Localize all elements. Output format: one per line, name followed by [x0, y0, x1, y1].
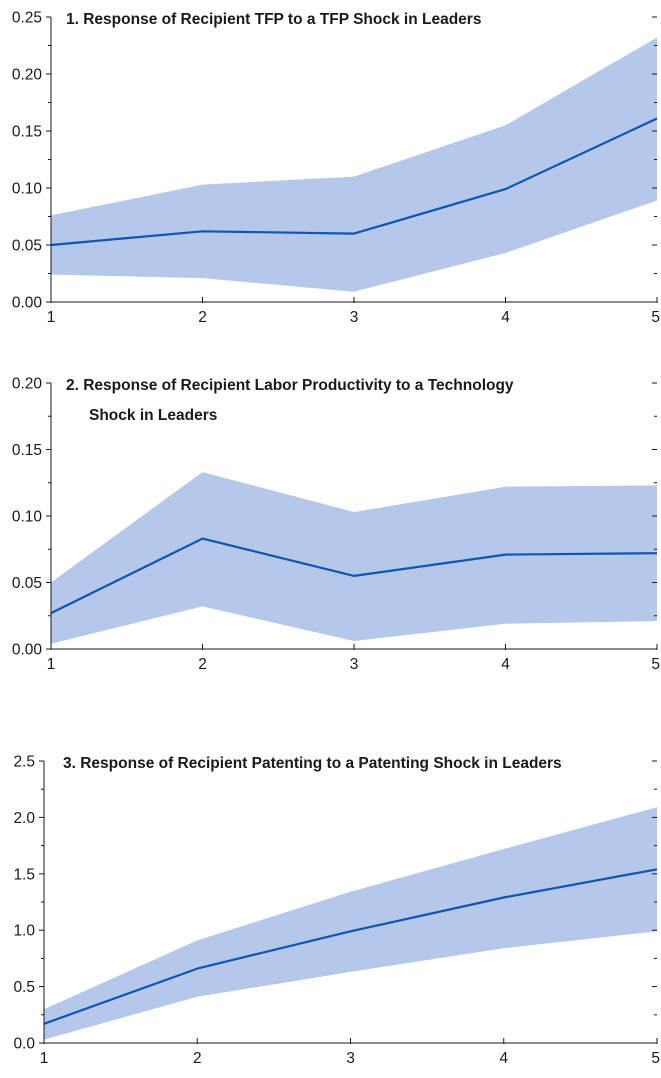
panel-3-y-tick-label: 2.5 — [13, 754, 35, 771]
panel-2-x-tick-label: 2 — [198, 656, 207, 673]
panel-3-y-tick-label: 1.0 — [13, 923, 35, 940]
panel-3-y-tick-label: 0.0 — [13, 1036, 35, 1053]
panel-1-y-tick-label: 0.25 — [12, 10, 42, 27]
panel-1-x-tick-label: 4 — [501, 309, 510, 326]
panel-2-x-tick-label: 5 — [651, 656, 660, 673]
panel-3-y-tick-label: 1.5 — [13, 866, 35, 883]
panel-2-y-tick-label: 0.15 — [12, 442, 42, 459]
panel-3-confidence-band — [44, 807, 657, 1040]
panel-2-title-line-2: Shock in Leaders — [89, 407, 217, 424]
panel-1: 0.00 0.05 0.10 0.15 0.20 0.25 1 2 3 4 5 1. Response… — [12, 10, 660, 327]
panel-1-y-tick-label: 0.10 — [12, 181, 43, 198]
panel-2-y-tick-label: 0.05 — [12, 575, 42, 592]
panel-3-x-tick-label: 2 — [193, 1050, 202, 1067]
panel-2-x-tick-label: 4 — [501, 656, 510, 673]
panel-1-x-tick-label: 2 — [198, 309, 207, 326]
panel-3-x-tick-label: 1 — [40, 1050, 49, 1067]
panel-1-response-line — [50, 117, 658, 247]
panel-1-x-tick-label: 1 — [47, 309, 56, 326]
panel-3-title-line-1: 3. Response of Recipient Patenting to a … — [63, 755, 562, 772]
panel-3-response-line — [43, 868, 658, 1025]
panel-1-title-line-1: 1. Response of Recipient TFP to a TFP Sh… — [66, 11, 481, 28]
panel-2-y-tick-label: 0.20 — [12, 376, 43, 393]
panel-2-confidence-band — [51, 472, 657, 644]
panel-3: 0.0 0.5 1.0 1.5 2.0 2.5 1 2 3 4 5 3. Response of Re… — [13, 754, 660, 1068]
panel-1-x-tick-label: 3 — [350, 309, 359, 326]
panel-3-x-tick-label: 3 — [346, 1050, 355, 1067]
panel-1-x-tick-label: 5 — [651, 309, 660, 326]
panel-1-y-tick-label: 0.15 — [12, 124, 42, 141]
panel-2-response-line — [50, 537, 658, 615]
panel-3-x-tick-label: 4 — [499, 1050, 508, 1067]
panel-3-y-tick-label: 0.5 — [13, 979, 35, 996]
panel-1-y-tick-label: 0.20 — [12, 67, 43, 84]
panel-2-x-tick-label: 1 — [47, 656, 56, 673]
panel-2-title-line-1: 2. Response of Recipient Labor Productiv… — [66, 377, 514, 394]
panel-1-y-tick-label: 0.00 — [12, 295, 43, 312]
panel-2-y-tick-label: 0.10 — [12, 509, 43, 526]
panel-3-x-tick-label: 5 — [651, 1050, 660, 1067]
panel-1-confidence-band — [51, 37, 657, 292]
panel-2: 0.00 0.05 0.10 0.15 0.20 1 2 3 4 5 2. Response of … — [12, 376, 660, 674]
panel-1-y-tick-label: 0.05 — [12, 238, 42, 255]
panel-2-y-tick-label: 0.00 — [12, 642, 43, 659]
panel-3-y-tick-label: 2.0 — [13, 810, 35, 827]
panel-2-x-tick-label: 3 — [350, 656, 359, 673]
